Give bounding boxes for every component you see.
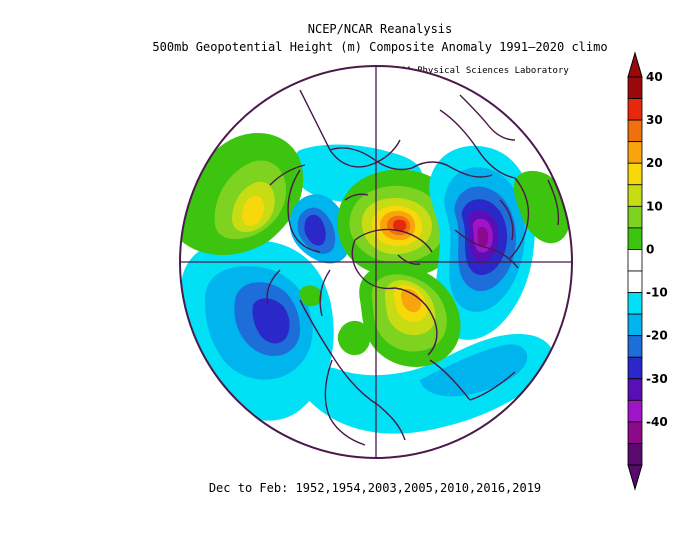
colorbar-tick-label: 40 <box>646 70 663 84</box>
colorbar-swatch <box>627 378 643 401</box>
colorbar-swatches <box>627 51 643 491</box>
anomaly-ne-pacific-trough <box>180 239 334 421</box>
anomaly-west-positive <box>180 132 304 256</box>
map-boundary <box>179 65 573 459</box>
colorbar-swatch <box>627 270 643 293</box>
colorbar-tick-label: -20 <box>646 329 668 343</box>
colorbar-swatch <box>627 227 643 250</box>
colorbar-swatch <box>627 443 643 466</box>
colorbar-labels: 40 30 20 10 0 -10 -20 -30 -40 <box>646 70 668 429</box>
colorbar-tick-label: 10 <box>646 199 663 213</box>
colorbar-tick-label: -40 <box>646 415 668 429</box>
chart-title: NCEP/NCAR Reanalysis <box>307 22 453 36</box>
credit-label: NOAA Physical Sciences Laboratory <box>390 66 569 76</box>
colorbar-arrow-bottom <box>627 464 643 491</box>
colorbar-tick-label: 30 <box>646 113 663 127</box>
colorbar-swatch <box>627 119 643 143</box>
colorbar-swatch <box>627 421 643 444</box>
colorbar-swatch <box>627 184 643 207</box>
colorbar-swatch <box>627 356 643 380</box>
colorbar-tick-label: 20 <box>646 156 663 170</box>
colorbar-tick-label: 0 <box>646 242 654 256</box>
anomaly-atlantic-positive <box>299 170 570 356</box>
colorbar-swatch <box>627 313 643 337</box>
colorbar-arrow-top <box>627 51 643 78</box>
meridians <box>180 66 572 458</box>
colorbar-swatch <box>627 76 643 99</box>
chart-subtitle: 500mb Geopotential Height (m) Composite … <box>152 40 608 54</box>
colorbar-tick-label: -10 <box>646 286 668 300</box>
colorbar-swatch <box>627 162 643 186</box>
polar-map <box>179 65 573 459</box>
colorbar-swatch <box>627 399 643 423</box>
colorbar-swatch <box>627 98 643 121</box>
colorbar-swatch <box>627 292 643 315</box>
colorbar-swatch <box>627 249 643 272</box>
colorbar-swatch <box>627 335 643 358</box>
colorbar-swatch <box>627 141 643 164</box>
footer-period: Dec to Feb: 1952,1954,2003,2005,2010,201… <box>208 481 542 495</box>
coastlines <box>266 89 560 446</box>
colorbar-swatch <box>627 205 643 229</box>
colorbar-tick-label: -30 <box>646 372 668 386</box>
